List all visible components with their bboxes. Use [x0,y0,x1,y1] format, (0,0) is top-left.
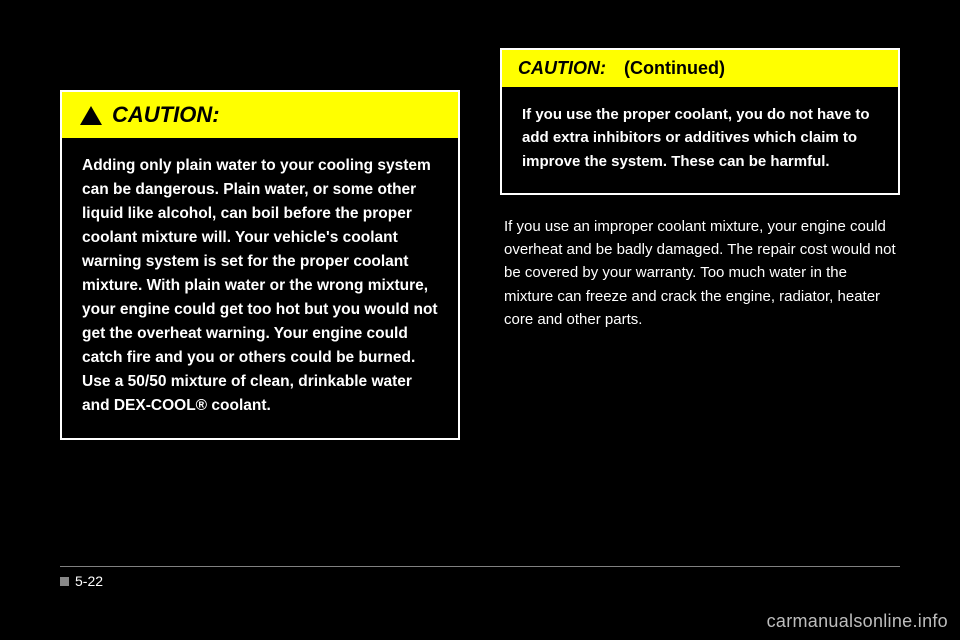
page-marker-icon [60,577,69,586]
two-column-layout: CAUTION: Adding only plain water to your… [30,20,930,440]
caution-box-continued: CAUTION: (Continued) If you use the prop… [500,48,900,195]
left-column: CAUTION: Adding only plain water to your… [60,40,460,440]
footer-rule [60,566,900,567]
right-column: CAUTION: (Continued) If you use the prop… [500,40,900,440]
warning-triangle-icon [80,106,102,125]
page-number: 5-22 [60,573,103,589]
watermark-text: carmanualsonline.info [767,611,948,632]
continued-label: (Continued) [624,58,725,79]
page-number-text: 5-22 [75,573,103,589]
caution-continued-header: CAUTION: (Continued) [502,50,898,87]
manual-page: CAUTION: Adding only plain water to your… [30,20,930,585]
caution-box-main: CAUTION: Adding only plain water to your… [60,90,460,440]
caution-label: CAUTION: [112,102,220,128]
body-paragraph: If you use an improper coolant mixture, … [500,215,900,331]
caution-label: CAUTION: [518,58,606,79]
caution-body-text: Adding only plain water to your cooling … [62,138,458,438]
caution-header: CAUTION: [62,92,458,138]
caution-continued-body: If you use the proper coolant, you do no… [502,87,898,193]
